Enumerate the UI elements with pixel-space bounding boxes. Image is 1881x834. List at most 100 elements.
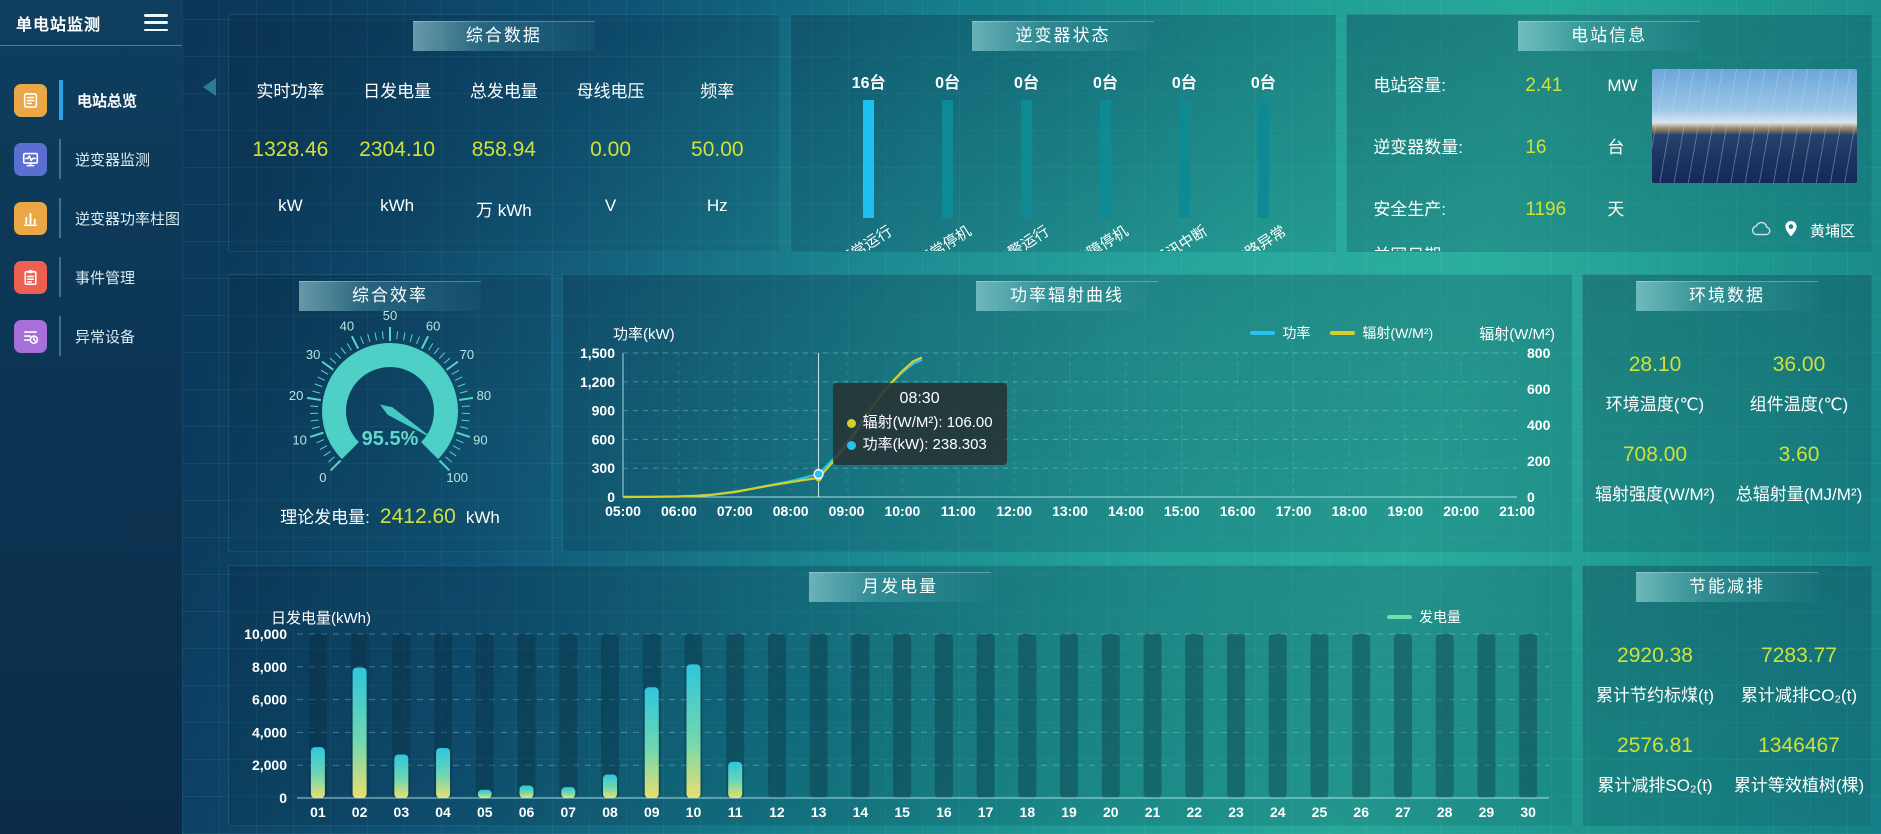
station-info-body: 电站容量: 2.41 MW 逆变器数量: 16 台 安全生产: 1196 [1347, 51, 1871, 251]
svg-text:12: 12 [769, 804, 785, 820]
svg-text:800: 800 [1527, 345, 1551, 361]
app-title: 单电站监测 [16, 16, 102, 34]
line-chart-area: 05:00 06:00 07:00 08:00 09:00 10:00 11:00 12:00… [567, 345, 1567, 528]
env-label: 总辐射量(MJ/M²) [1735, 485, 1863, 504]
env-label: 组件温度(℃) [1749, 395, 1849, 414]
panel-inverter-status: 逆变器状态 16台 正常运行 0台 正常停机 0台 告警运行 0台 故障停机 0台 通讯中断 0台支… [789, 14, 1337, 252]
svg-text:6,000: 6,000 [252, 692, 287, 708]
savings-value: 7283.77 [1761, 644, 1837, 667]
svg-text:20: 20 [1103, 804, 1119, 820]
env-label: 辐射强度(W/M²) [1595, 485, 1715, 504]
svg-text:01: 01 [310, 804, 326, 820]
rail-divider [59, 139, 61, 179]
savings-label: 累计等效植树(棵) [1733, 776, 1865, 795]
svg-text:15: 15 [894, 804, 910, 820]
svg-text:90: 90 [473, 432, 487, 447]
sidebar-menu: 电站总览 逆变器监测 逆变器功率柱图 事 [0, 46, 182, 358]
svg-text:0: 0 [279, 790, 287, 806]
info-value: 16 [1525, 137, 1547, 158]
env-ambient-temp: 28.10 环境温度(℃) [1583, 353, 1727, 415]
svg-text:15:00: 15:00 [1164, 503, 1200, 519]
sidebar-item-abnormal-devices[interactable]: 异常设备 [14, 314, 182, 358]
sidebar-item-label: 电站总览 [77, 92, 138, 110]
env-value: 28.10 [1628, 353, 1682, 376]
svg-text:06: 06 [519, 804, 535, 820]
svg-text:26: 26 [1353, 804, 1369, 820]
svg-text:12:00: 12:00 [996, 503, 1032, 519]
inverter-count: 0台 [1171, 75, 1197, 92]
sidebar: 单电站监测 电站总览 逆变器监测 [0, 0, 182, 834]
legend-item[interactable]: 辐射(W/M²) [1330, 323, 1433, 343]
svg-text:20:00: 20:00 [1443, 503, 1479, 519]
stat-unit: 万 kWh [475, 201, 532, 220]
legend-item[interactable]: 发电量 [1387, 607, 1461, 627]
inverter-status-item[interactable]: 0台 故障停机 [1072, 69, 1137, 251]
svg-text:8,000: 8,000 [252, 659, 287, 675]
inverter-status-bars[interactable]: 16台 正常运行 0台 正常停机 0台 告警运行 0台 故障停机 0台 通讯中断 0台 支路异常 [791, 69, 1336, 251]
inverter-status-item[interactable]: 0台 告警运行 [993, 69, 1059, 251]
sidebar-item-inverter-power-bars[interactable]: 逆变器功率柱图 [14, 196, 182, 240]
inverter-count: 0台 [1250, 75, 1276, 92]
sidebar-collapse-arrow[interactable] [203, 78, 216, 96]
env-radiation-intensity: 708.00 辐射强度(W/M²) [1583, 443, 1727, 505]
stat-unit: V [604, 196, 617, 215]
panel-summary-data: 综合数据 实时功率 1328.46 kW 日发电量 2304.10 kWh 总发… [228, 14, 780, 252]
power-radiation-chart[interactable]: 05:00 06:00 07:00 08:00 09:00 10:00 11:00 12:00… [567, 345, 1567, 523]
inverter-status-item[interactable]: 0台 支路异常 [1230, 69, 1295, 251]
line-chart-legend: 功率 辐射(W/M²) [1250, 323, 1433, 343]
svg-text:50: 50 [383, 311, 397, 323]
info-unit: MW [1607, 76, 1638, 95]
svg-text:29: 29 [1479, 804, 1495, 820]
panel-title-environment: 环境数据 [1636, 281, 1818, 311]
sidebar-item-label: 逆变器监测 [75, 151, 151, 169]
inverter-status-item[interactable]: 0台 正常停机 [914, 69, 980, 251]
sidebar-item-inverter-monitor[interactable]: 逆变器监测 [14, 137, 182, 181]
menu-toggle-icon[interactable] [144, 14, 168, 31]
right-axis-name: 辐射(W/M²) [1479, 325, 1555, 343]
env-module-temp: 36.00 组件温度(℃) [1727, 353, 1871, 415]
summary-stats: 实时功率 1328.46 kW 日发电量 2304.10 kWh 总发电量 85… [229, 77, 779, 221]
svg-text:25: 25 [1312, 804, 1328, 820]
rail-divider [59, 257, 61, 297]
sidebar-item-event-management[interactable]: 事件管理 [14, 255, 182, 299]
svg-text:19: 19 [1061, 804, 1077, 820]
stat-daily-generation: 日发电量 2304.10 kWh [344, 77, 451, 221]
monitor-pulse-icon [14, 142, 47, 176]
svg-text:100: 100 [446, 470, 468, 485]
svg-text:0: 0 [1527, 489, 1535, 505]
theory-label: 理论发电量: [280, 508, 370, 527]
inverter-status-item[interactable]: 0台 通讯中断 [1151, 69, 1216, 251]
savings-so2: 2576.81 累计减排SO₂(t) [1583, 734, 1727, 796]
inverter-bar [1178, 100, 1190, 218]
info-label: 安全生产: [1373, 200, 1447, 219]
stat-unit: Hz [706, 196, 728, 215]
env-value: 36.00 [1772, 353, 1826, 376]
location-pin-icon[interactable] [1784, 220, 1798, 241]
theory-unit: kWh [465, 508, 500, 527]
stat-unit: kWh [380, 196, 415, 215]
station-location[interactable]: 黄埔区 [1809, 223, 1855, 240]
station-info-rows: 电站容量: 2.41 MW 逆变器数量: 16 台 安全生产: 1196 [1373, 71, 1652, 251]
stat-label: 频率 [700, 82, 735, 101]
sidebar-item-station-overview[interactable]: 电站总览 [14, 78, 182, 122]
inverter-count: 0台 [1092, 75, 1118, 92]
svg-text:18:00: 18:00 [1331, 503, 1367, 519]
legend-item[interactable]: 功率 [1250, 323, 1310, 343]
inverter-status-item[interactable]: 16台 正常运行 [835, 69, 901, 251]
sidebar-item-label: 异常设备 [75, 328, 136, 346]
stat-bus-voltage: 母线电压 0.00 V [557, 77, 664, 221]
stat-label: 实时功率 [256, 82, 325, 101]
svg-text:95.5%: 95.5% [362, 428, 419, 450]
legend-swatch [1330, 331, 1356, 335]
efficiency-gauge[interactable]: 0 10 20 30 40 50 60 70 80 90 100 95.5% [265, 311, 515, 503]
svg-text:200: 200 [1527, 453, 1551, 469]
savings-trees: 1346467 累计等效植树(棵) [1727, 734, 1871, 796]
svg-text:30: 30 [1520, 804, 1536, 820]
sidebar-header: 单电站监测 [0, 0, 182, 46]
info-value: 1196 [1525, 199, 1567, 220]
weather-cloud-icon[interactable] [1750, 221, 1772, 240]
svg-text:21: 21 [1145, 804, 1161, 820]
monthly-generation-chart[interactable]: 0 2,000 4,000 6,000 8,000 10,000 01 02 03 04 05 06 0… [235, 628, 1565, 824]
svg-text:80: 80 [477, 388, 491, 403]
